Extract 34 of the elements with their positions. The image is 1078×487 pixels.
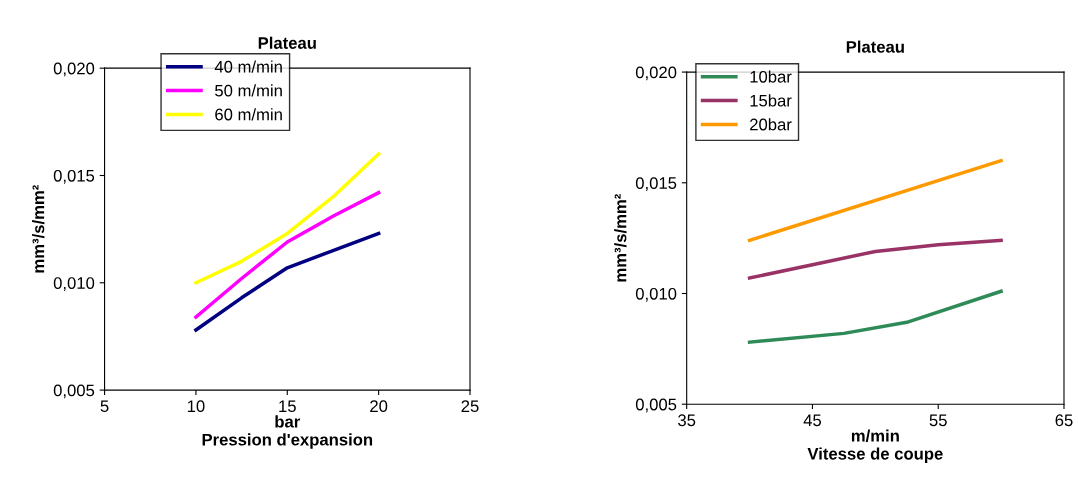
legend-label: 50 m/min: [215, 84, 282, 97]
x-axis-title: bar Pression d'expansion: [202, 415, 373, 449]
legend-label: 10bar: [750, 70, 792, 83]
y-tick-label: 0,020: [53, 62, 95, 77]
line-series: [747, 289, 1003, 344]
y-tick-label: 0,010: [635, 287, 677, 302]
y-tick-label: 0,015: [635, 177, 677, 191]
chart-title: Plateau: [846, 40, 904, 53]
y-axis-title: mm³/s/mm²: [32, 185, 45, 273]
y-tick-label: 0,010: [53, 277, 95, 291]
y-tick-label: 0,005: [635, 398, 677, 413]
y-tick-label: 0,020: [635, 66, 677, 81]
line-series: [194, 231, 381, 332]
x-tick-label: 20: [370, 400, 388, 413]
y-tick-label: 0,005: [53, 384, 95, 399]
legend-label: 20bar: [750, 118, 792, 131]
x-axis-title: m/min Vitesse de coupe: [807, 429, 943, 463]
legend-label: 40 m/min: [214, 60, 282, 73]
x-tick-label: 25: [461, 400, 479, 413]
x-tick-label: 35: [678, 414, 696, 427]
x-tick-label: 5: [100, 400, 109, 413]
line-series: [194, 190, 381, 319]
x-tick-label: 45: [803, 414, 822, 427]
line-series: [194, 152, 381, 285]
x-tick-label: 55: [929, 414, 947, 427]
x-tick-label: 65: [1055, 414, 1073, 427]
chart-title: Plateau: [258, 36, 316, 49]
legend-label: 60 m/min: [215, 108, 282, 121]
x-tick-label: 10: [187, 400, 205, 413]
y-tick-label: 0,015: [53, 169, 95, 184]
legend-label: 15bar: [750, 94, 792, 107]
line-series: [747, 238, 1003, 280]
y-axis-title: mm³/s/mm²: [614, 194, 627, 282]
x-tick-label: 15: [279, 400, 296, 413]
